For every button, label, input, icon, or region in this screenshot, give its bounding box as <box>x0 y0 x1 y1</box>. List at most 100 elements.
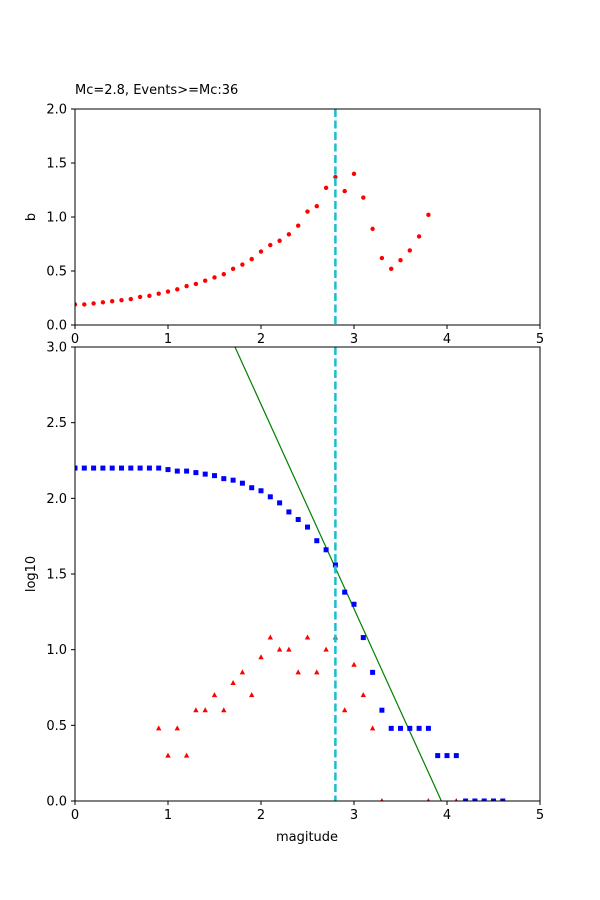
bottom-cumulative-point <box>370 669 376 675</box>
bottom-cumulative-point <box>425 725 431 731</box>
top-b-value-point <box>100 300 106 305</box>
top-axes: 0 1 2 3 4 5 0.0 0.5 1.0 1.5 2.0 <box>46 103 544 348</box>
top-b-value-point <box>119 297 124 303</box>
top-y-tick-label: 1.5 <box>46 157 67 172</box>
bottom-cumulative-point <box>407 725 413 731</box>
top-chart-title: Mc=2.8, Events>=Mc:36 <box>75 83 238 98</box>
bottom-cumulative-point <box>481 798 487 801</box>
top-b-value-point <box>137 294 143 300</box>
bottom-cumulative-point <box>360 635 366 641</box>
top-x-tick-label: 2 <box>257 332 265 347</box>
bottom-cumulative-point <box>202 471 208 477</box>
bottom-cumulative-point <box>137 465 143 471</box>
bottom-cumulative-point <box>472 798 478 801</box>
bottom-cumulative-point <box>165 467 171 473</box>
top-b-value-point <box>203 278 208 283</box>
top-b-value-point <box>351 171 357 176</box>
top-b-value-point <box>286 232 292 237</box>
bottom-non-cumulative-point <box>360 692 366 698</box>
b-value-panel: Mc=2.8, Events>=Mc:36 0 1 2 3 4 5 0.0 0.5 1.0 1.5… <box>24 83 544 347</box>
top-b-value-point <box>82 302 87 307</box>
top-b-value-point <box>389 266 394 272</box>
top-x-tick-label: 5 <box>536 332 544 347</box>
bottom-cumulative-point <box>128 465 134 471</box>
top-b-value-point <box>156 291 161 296</box>
top-b-value-point <box>426 212 431 218</box>
bottom-cumulative-point <box>435 753 441 759</box>
top-y-tick-label: 2.0 <box>46 103 67 118</box>
bottom-cumulative-point <box>146 465 152 471</box>
bottom-cumulative-point <box>81 465 87 471</box>
bottom-non-cumulative-point <box>174 725 180 731</box>
bottom-data-group <box>75 347 506 801</box>
top-b-value-point <box>305 209 310 214</box>
top-b-value-point <box>165 289 171 294</box>
top-axes-frame <box>74 108 541 326</box>
top-b-value-point <box>258 249 264 254</box>
bottom-non-cumulative-point <box>454 798 458 801</box>
top-b-value-point <box>277 238 282 243</box>
bottom-cumulative-point <box>174 468 180 474</box>
bottom-cumulative-point <box>398 725 403 731</box>
bottom-cumulative-point <box>332 562 338 568</box>
bottom-cumulative-point <box>277 500 283 506</box>
top-y-axis-label: b <box>24 213 39 221</box>
bottom-non-cumulative-point <box>314 669 320 675</box>
bottom-cumulative-point <box>91 465 97 471</box>
bottom-fit-line <box>234 347 442 801</box>
top-y-tick-label: 0.5 <box>46 265 67 280</box>
bottom-cumulative-point <box>119 465 124 471</box>
bottom-x-axis-label: magitude <box>276 830 338 845</box>
bottom-non-cumulative-point <box>183 752 190 758</box>
bottom-cumulative-point <box>249 485 255 491</box>
top-b-value-point <box>240 262 245 267</box>
top-b-value-point <box>416 234 422 239</box>
bottom-cumulative-point <box>342 589 348 595</box>
bottom-non-cumulative-point <box>239 669 246 675</box>
top-b-value-point <box>249 256 254 262</box>
top-b-value-point <box>296 223 301 228</box>
bottom-non-cumulative-point <box>426 798 431 801</box>
bottom-x-tick-label: 2 <box>257 808 265 823</box>
bottom-non-cumulative-point <box>221 707 227 713</box>
bottom-cumulative-point <box>212 473 217 479</box>
top-plot-area <box>75 109 431 325</box>
bottom-x-tick-label: 0 <box>71 808 79 823</box>
top-y-tick-label: 0.0 <box>46 319 67 334</box>
bottom-non-cumulative-point <box>156 725 162 731</box>
bottom-cumulative-point <box>453 753 459 759</box>
bottom-cumulative-point <box>258 488 264 494</box>
bottom-cumulative-point <box>500 798 506 801</box>
top-b-value-point <box>370 226 375 232</box>
bottom-cumulative-point <box>156 465 162 471</box>
bottom-cumulative-point <box>100 465 106 471</box>
top-b-value-point <box>407 248 412 253</box>
bottom-non-cumulative-point <box>202 707 208 713</box>
bottom-non-cumulative-point <box>230 679 236 685</box>
bottom-plot-area <box>75 347 506 801</box>
bottom-non-cumulative-point <box>369 725 376 731</box>
bottom-non-cumulative-point <box>193 707 199 713</box>
frequency-magnitude-panel: 0 1 2 3 4 5 0.0 0.5 1.0 1.5 2.0 2.5 3.0 magitude log… <box>24 341 544 846</box>
top-x-tick-label: 0 <box>71 332 79 347</box>
bottom-cumulative-point <box>463 798 469 801</box>
bottom-cumulative-point <box>184 468 190 474</box>
bottom-non-cumulative-point <box>295 669 301 675</box>
bottom-x-tick-label: 4 <box>443 808 451 823</box>
bottom-y-tick-label: 1.5 <box>46 568 67 583</box>
bottom-cumulative-point <box>230 477 236 483</box>
bottom-axes: 0 1 2 3 4 5 0.0 0.5 1.0 1.5 2.0 2.5 3.0 <box>46 341 544 824</box>
top-b-value-point <box>314 204 319 209</box>
top-b-value-point <box>342 188 347 194</box>
bottom-non-cumulative-point <box>380 798 384 801</box>
bottom-cumulative-point <box>323 547 329 553</box>
bottom-cumulative-point <box>305 524 310 530</box>
bottom-cumulative-point <box>239 480 245 486</box>
bottom-non-cumulative-point <box>211 692 218 698</box>
top-b-value-point <box>175 287 180 292</box>
bottom-x-tick-label: 5 <box>536 808 544 823</box>
top-b-value-point <box>147 293 152 299</box>
bottom-cumulative-point <box>295 517 301 523</box>
bottom-cumulative-point <box>286 509 292 515</box>
bottom-cumulative-point <box>109 465 115 471</box>
